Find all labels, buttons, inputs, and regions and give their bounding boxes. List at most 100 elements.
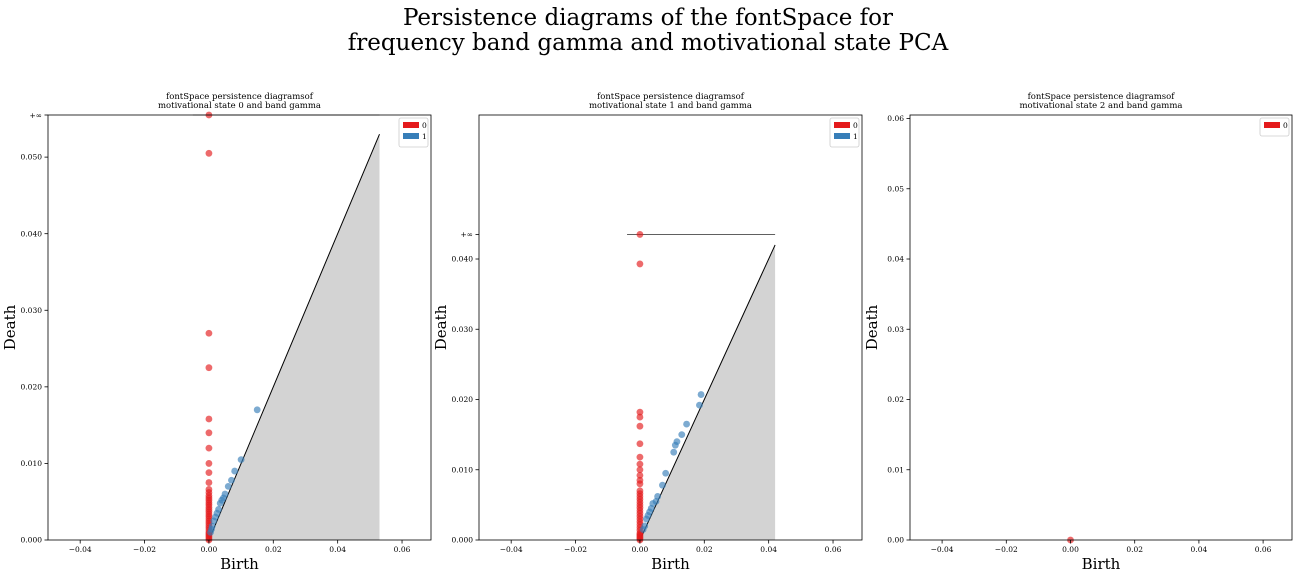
x-axis-label: Birth [651,555,690,573]
panel-title-line1: fontSpace persistence diagramsof [166,92,314,102]
legend-swatch-dim1 [403,133,419,139]
point-dim0 [205,149,213,157]
x-tick-label: 0.02 [265,545,282,554]
point-dim1 [253,406,261,414]
point-dim0 [205,469,213,477]
point-dim0 [205,460,213,467]
y-tick-label: 0.02 [887,395,904,404]
x-tick-label: 0.04 [1191,545,1208,554]
point-dim1 [639,526,647,533]
y-tick-label: 0.04 [887,255,904,264]
y-tick-label: 0.050 [21,153,43,162]
figure-title-line1: Persistence diagrams of the fontSpace fo… [402,5,894,31]
panel-state-1: −0.04 −0.02 0.00 0.02 0.04 0.06 0.000 0.010 0.02… [432,92,863,573]
legend-swatch-dim0 [403,122,419,128]
panel-title-line2: motivational state 1 and band gamma [589,101,752,111]
axes-frame [478,114,863,541]
x-tick-label: −0.04 [500,545,523,554]
point-dim1 [696,401,703,409]
point-dim1 [683,420,690,428]
point-dim1 [678,431,686,439]
y-tick-label: 0.040 [21,229,43,238]
figure-title-line2: frequency band gamma and motivational st… [347,30,949,56]
x-tick-label: −0.04 [69,545,92,554]
legend-label-dim0: 0 [422,121,427,130]
point-dim1 [670,448,678,456]
point-dim0 [636,466,644,474]
x-tick-label: 0.02 [696,545,713,554]
panel-title-line2: motivational state 0 and band gamma [158,101,321,111]
x-tick-label: 0.00 [632,545,649,554]
y-tick-label: 0.01 [887,465,904,474]
y-axis-label: Death [432,304,450,350]
legend-swatch-dim0 [1264,122,1280,128]
legend: 01 [829,117,860,148]
point-dim0 [636,231,644,238]
point-dim1 [642,515,650,523]
y-tick-label: 0.03 [887,325,904,334]
point-dim1 [207,528,214,536]
legend-label-dim0: 0 [853,121,858,130]
x-tick-label: −0.02 [133,545,156,554]
x-tick-label: −0.04 [931,545,954,554]
point-dim0 [205,479,213,486]
y-tick-label: 0.00 [887,536,904,545]
point-dim1 [210,517,218,525]
point-dim1 [224,482,232,490]
x-tick-label: 0.06 [825,545,842,554]
x-tick-label: 0.00 [201,545,218,554]
y-tick-label: 0.020 [452,395,474,404]
point-dim0 [636,471,644,479]
point-dim1 [228,476,235,484]
point-dim0 [205,415,213,423]
y-tick-label: 0.040 [452,255,474,264]
panel-title-line2: motivational state 2 and band gamma [1019,101,1182,111]
legend-swatch-dim0 [834,122,850,128]
point-dim0 [205,429,213,437]
point-dim0 [636,408,644,416]
y-axis-label: Death [1,304,19,350]
y-tick-label: 0.010 [21,459,43,468]
point-dim0 [205,444,213,452]
legend-label-dim1: 1 [853,132,858,141]
point-dim0 [636,260,644,268]
point-dim0 [636,480,644,488]
point-dim0 [636,453,644,461]
y-tick-label: 0.05 [887,184,904,193]
y-tick-label: 0.010 [452,465,474,474]
legend-label-dim0: 0 [1283,121,1288,130]
y-tick-label: 0.000 [452,536,474,545]
point-dim0 [636,460,644,468]
x-axis-label: Birth [220,555,259,573]
point-dim1 [231,467,239,475]
y-tick-label: 0.030 [452,325,474,334]
x-tick-label: 0.06 [394,545,411,554]
panel-title-line1: fontSpace persistence diagramsof [1028,92,1176,102]
y-tick-label: 0.06 [887,114,904,123]
y-axis-label: Death [863,304,881,350]
legend-label-dim1: 1 [422,132,427,141]
x-tick-label: 0.06 [1255,545,1272,554]
x-axis-label: Birth [1082,555,1121,573]
point-dim1 [659,481,666,489]
legend-swatch-dim1 [834,133,850,139]
diagonal-line [639,244,776,541]
point-dim1 [671,441,679,449]
point-dim0 [205,329,213,337]
y-tick-label: 0.020 [21,382,43,391]
x-tick-label: −0.02 [564,545,587,554]
axes-frame [47,114,432,541]
point-dim0 [636,422,644,430]
panel-state-0: −0.04 −0.02 0.00 0.02 0.04 0.06 0.000 0.010 0.02… [1,92,432,573]
x-tick-label: 0.04 [329,545,346,554]
x-tick-label: 0.00 [1062,545,1079,554]
x-tick-label: −0.02 [995,545,1018,554]
legend: 0 [1259,117,1290,137]
x-tick-label: 0.02 [1126,545,1143,554]
point-dim1 [662,469,670,477]
infinity-tick-label: +∞ [29,111,42,120]
panel-state-2: −0.04 −0.02 0.00 0.02 0.04 0.06 0.00 0.01 0.02 0.… [863,92,1293,573]
panel-title-line1: fontSpace persistence diagramsof [597,92,745,102]
point-dim0 [636,413,644,421]
